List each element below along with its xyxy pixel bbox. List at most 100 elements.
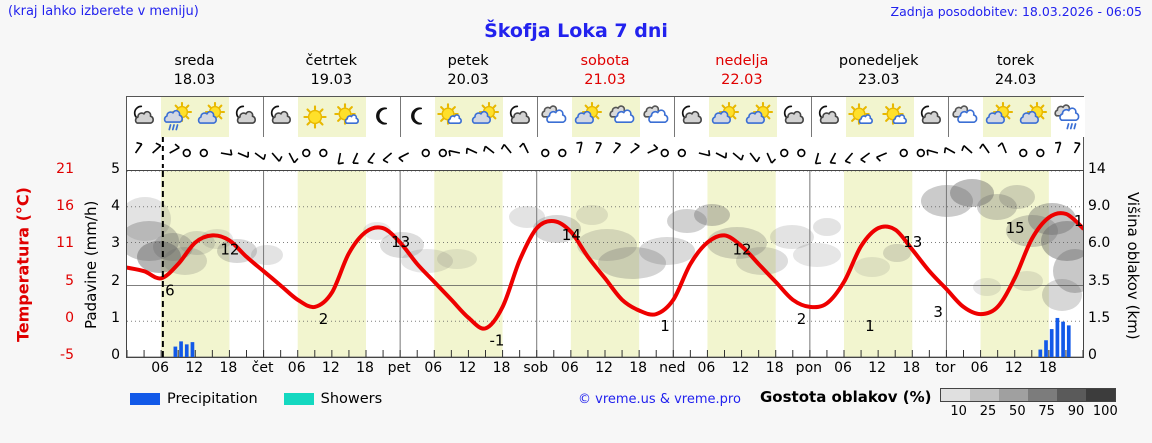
- moon-icon: [401, 97, 435, 137]
- icon-day-3: [538, 97, 675, 137]
- showers-legend-label: Showers: [320, 391, 383, 407]
- sun-cloud-icon: [983, 97, 1017, 137]
- x-tick-label: pet: [387, 360, 411, 376]
- cloud-tick-label: 0: [1088, 347, 1097, 363]
- day-date: 23.03: [857, 72, 900, 88]
- cloud-rain-icon: [1051, 97, 1085, 137]
- day-header-sreda: sreda 18.03: [126, 52, 263, 94]
- day-date: 20.03: [447, 72, 489, 88]
- moon-icon: [366, 97, 400, 137]
- day-header-strip: sreda 18.03 četrtek 19.03 petek 20.03 sobota 21…: [126, 52, 1084, 94]
- x-tick-label: 18: [902, 360, 921, 376]
- moon-cloud-icon: [503, 97, 537, 137]
- sun-cloud-icon: [1017, 97, 1051, 137]
- x-tick-label: 12: [868, 360, 887, 376]
- day-date: 21.03: [584, 72, 626, 88]
- moon-cloud-icon: [127, 97, 161, 137]
- density-swatch-0: [941, 389, 970, 401]
- x-tick-label: 06: [697, 360, 716, 376]
- precip-tick-label: 1: [111, 309, 120, 326]
- day-date: 22.03: [721, 72, 763, 88]
- cloud-icon: [640, 97, 674, 137]
- cloud-tick-label: 6.0: [1088, 235, 1111, 252]
- temp-annotation: 12: [220, 240, 239, 258]
- density-tick-label: 10: [950, 404, 967, 419]
- day-name: torek: [996, 53, 1035, 69]
- cloud-density-scale: [940, 388, 1116, 402]
- temperature-curve: [127, 211, 1083, 331]
- density-swatch-5: [1086, 389, 1115, 401]
- day-name: sobota: [580, 53, 630, 69]
- x-tick-label: 06: [834, 360, 852, 376]
- moon-cloud-icon: [777, 97, 811, 137]
- icon-day-5: [812, 97, 949, 137]
- sun-cloud-small-icon: [846, 97, 880, 137]
- precipitation-bars: [173, 317, 1071, 357]
- showers-swatch: [283, 393, 314, 405]
- day-name: nedelja: [715, 53, 769, 69]
- precip-tick-label: 2: [111, 272, 120, 289]
- precip-tick-label: 5: [111, 161, 120, 177]
- density-tick-label: 50: [1009, 404, 1026, 419]
- icon-day-4: [675, 97, 812, 137]
- x-tick-label: pon: [795, 360, 823, 376]
- x-tick-label: 12: [185, 360, 204, 376]
- precipitation-legend-label: Precipitation: [167, 391, 258, 407]
- day-date: 18.03: [173, 72, 216, 88]
- x-tick-label: 12: [731, 360, 750, 376]
- precip-tick-label: 4: [111, 198, 120, 215]
- day-header-torek: torek 24.03: [947, 52, 1084, 94]
- sun-cloud-icon: [572, 97, 606, 137]
- density-swatch-1: [970, 389, 999, 401]
- day-header-sobota: sobota 21.03: [537, 52, 674, 94]
- icon-day-1: [264, 97, 401, 137]
- day-name: četrtek: [305, 53, 358, 69]
- temp-annotation: 2: [797, 310, 807, 328]
- x-tick-label: 12: [1004, 360, 1023, 376]
- temp-annotation: 3: [933, 303, 943, 321]
- x-tick-label: 18: [1038, 360, 1057, 376]
- temp-tick-label: 0: [65, 309, 74, 326]
- x-tick-label: čet: [251, 360, 274, 376]
- x-tick-label: 12: [321, 360, 340, 376]
- credit-link[interactable]: © vreme.us & vreme.pro: [578, 392, 741, 407]
- sun-cloud-icon: [743, 97, 777, 137]
- weather-icon-strip: [126, 96, 1085, 137]
- moon-cloud-icon: [675, 97, 709, 137]
- sun-cloud-icon: [469, 97, 503, 137]
- x-tick-label: 12: [595, 360, 613, 376]
- sun-cloud-small-icon: [332, 97, 366, 137]
- density-swatch-3: [1028, 389, 1057, 401]
- cloud-tick-label: 9.0: [1088, 198, 1111, 215]
- temp-tick-label: 21: [56, 161, 74, 177]
- x-axis-tick-labels: 06 12 18 čet 06 12 18 pet 06 12 18 sob 06 12 18 ned 06 12…: [126, 360, 1084, 380]
- day-name: petek: [447, 53, 489, 69]
- sun-cloud-small-icon: [880, 97, 914, 137]
- temp-annotation: 12: [733, 240, 752, 258]
- sun-icon: [298, 97, 332, 137]
- cloud-tick-label: 14: [1088, 161, 1106, 177]
- x-tick-label: tor: [935, 360, 956, 376]
- moon-cloud-icon: [812, 97, 846, 137]
- cloud-height-axis-title: Višina oblakov (km): [1124, 192, 1142, 340]
- density-tick-label: 100: [1092, 404, 1118, 419]
- day-name: sreda: [174, 53, 215, 69]
- x-tick-label: 18: [492, 360, 511, 376]
- day-date: 19.03: [310, 72, 353, 88]
- temp-annotation: 2: [319, 310, 329, 328]
- day-header-ponedeljek: ponedeljek 23.03: [810, 52, 947, 94]
- sun-cloud-small-icon: [435, 97, 469, 137]
- day-header-četrtek: četrtek 19.03: [263, 52, 400, 94]
- x-tick-label: 06: [424, 360, 443, 376]
- legend-item-precipitation: Precipitation: [130, 391, 258, 407]
- day-header-nedelja: nedelja 22.03: [673, 52, 810, 94]
- cloud-icon: [949, 97, 983, 137]
- density-tick-label: 25: [979, 404, 997, 419]
- temp-annotation: 1: [865, 317, 875, 335]
- cloud-icon: [538, 97, 572, 137]
- wind-barb-strip: [126, 137, 1084, 170]
- x-tick-label: 12: [458, 360, 477, 376]
